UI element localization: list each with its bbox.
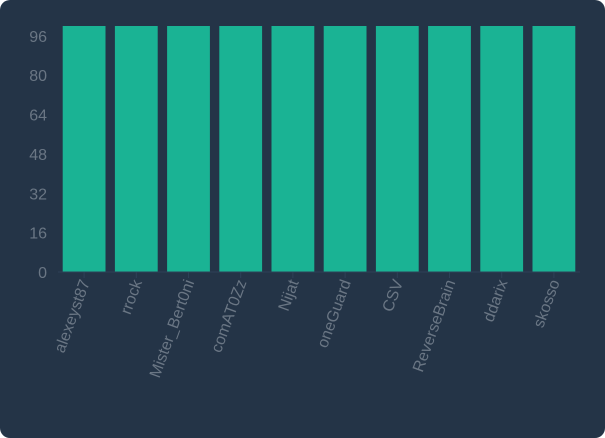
y-tick-label: 80 <box>29 68 47 85</box>
bar <box>480 26 524 272</box>
bar <box>219 26 263 272</box>
bar <box>428 26 471 272</box>
bar <box>167 26 210 272</box>
bar <box>114 26 158 272</box>
bar-series <box>62 26 576 272</box>
y-tick-label: 32 <box>29 186 47 203</box>
y-tick-label: 96 <box>29 29 47 46</box>
bar <box>271 26 315 272</box>
y-tick-label: 16 <box>29 226 47 243</box>
y-tick-label: 64 <box>29 108 47 125</box>
y-tick-label: 0 <box>38 265 47 282</box>
bar <box>323 26 367 272</box>
y-tick-label: 48 <box>29 147 47 164</box>
y-axis: 0 16 32 48 64 80 96 <box>29 29 47 282</box>
bar <box>532 26 576 272</box>
bar <box>62 26 106 272</box>
bar <box>375 26 419 272</box>
